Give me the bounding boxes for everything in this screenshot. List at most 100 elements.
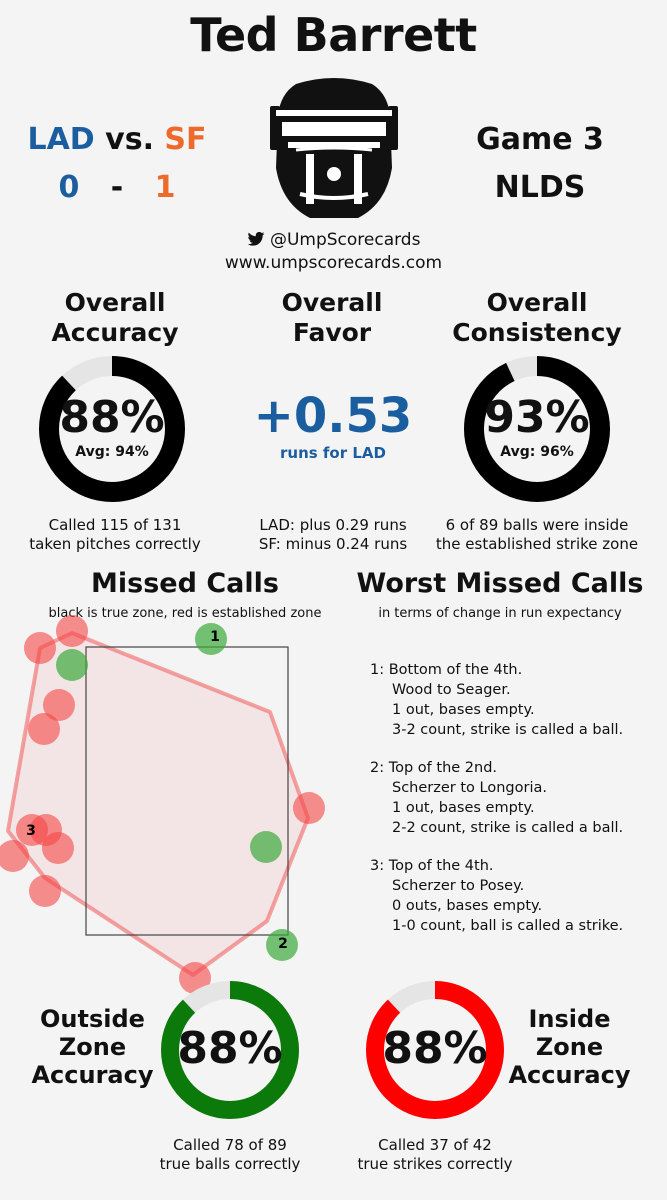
missed-calls-title: Missed Calls	[91, 568, 279, 599]
favor-desc-2: SF: minus 0.24 runs	[258, 535, 408, 553]
missed-pitch	[293, 792, 325, 824]
worst-calls-title: Worst Missed Calls	[356, 568, 644, 599]
accuracy-description: Called 115 of 131 taken pitches correctl…	[5, 516, 225, 554]
strike-zone-plot: 1 2 3	[0, 615, 325, 994]
consistency-heading-2: Consistency	[452, 318, 622, 347]
accuracy-heading: Overall Accuracy	[15, 288, 215, 348]
accuracy-value: 88%	[59, 392, 165, 443]
twitter-bird-icon	[247, 231, 264, 246]
worst-call-line: 1-0 count, ball is called a strike.	[392, 918, 624, 934]
worst-call-line: Wood to Seager.	[392, 682, 511, 698]
worst-call-line: Scherzer to Posey.	[392, 878, 525, 894]
red-points	[0, 615, 325, 994]
consistency-value: 93%	[484, 392, 590, 443]
worst-call-line: 1 out, bases empty.	[392, 702, 535, 718]
home-score: 0	[58, 170, 80, 205]
favor-heading: Overall Favor	[232, 288, 432, 348]
consistency-ring-fill	[464, 356, 610, 502]
missed-pitch	[0, 840, 29, 872]
inside-label-1: Inside	[528, 1005, 611, 1033]
consistency-heading-1: Overall	[486, 288, 588, 317]
accuracy-desc-2: taken pitches correctly	[29, 535, 201, 553]
worst-call-item: 3: Top of the 4th. Scherzer to Posey. 0 …	[370, 856, 665, 936]
series-name: NLDS	[494, 170, 586, 205]
away-score: 1	[154, 170, 176, 205]
worst-call-line: 3: Top of the 4th.	[370, 858, 494, 874]
missed-pitch	[42, 832, 74, 864]
accuracy-ring	[39, 356, 185, 502]
outside-label-3: Accuracy	[31, 1061, 154, 1089]
worst-call-line: 1: Bottom of the 4th.	[370, 662, 523, 678]
consistency-description: 6 of 89 balls were inside the establishe…	[427, 516, 647, 554]
missed-pitch	[28, 713, 60, 745]
worst-calls-list: 1: Bottom of the 4th. Wood to Seager. 1 …	[370, 660, 665, 954]
home-team: LAD	[27, 122, 95, 157]
missed-pitch	[195, 623, 227, 655]
outside-label-2: Zone	[58, 1033, 127, 1061]
favor-desc-1: LAD: plus 0.29 runs	[259, 516, 407, 534]
missed-pitch	[179, 962, 211, 994]
outside-desc-1: Called 78 of 89	[173, 1136, 287, 1154]
accuracy-desc-1: Called 115 of 131	[48, 516, 182, 534]
outside-zone-value: 88%	[177, 1023, 283, 1074]
inside-desc-1: Called 37 of 42	[378, 1136, 492, 1154]
outside-label-1: Outside	[40, 1005, 145, 1033]
call-label-3: 3	[26, 823, 36, 839]
inside-zone-ring	[366, 981, 504, 1119]
outside-zone-description: Called 78 of 89 true balls correctly	[130, 1136, 330, 1174]
twitter-handle-text: @UmpScorecards	[269, 230, 421, 250]
missed-pitch	[43, 689, 75, 721]
outside-zone-ring	[161, 981, 299, 1119]
outside-desc-2: true balls correctly	[159, 1155, 301, 1173]
worst-call-line: 0 outs, bases empty.	[392, 898, 543, 914]
twitter-handle: @UmpScorecards	[200, 230, 467, 250]
outside-ring-fill	[161, 981, 299, 1119]
worst-call-line: 3-2 count, strike is called a ball.	[392, 722, 624, 738]
matchup: LAD vs. SF	[22, 122, 212, 157]
consistency-desc-1: 6 of 89 balls were inside	[445, 516, 629, 534]
consistency-ring	[464, 356, 610, 502]
favor-value: +0.53	[253, 388, 413, 444]
missed-pitch	[250, 831, 282, 863]
favor-description: LAD: plus 0.29 runs SF: minus 0.24 runs	[222, 516, 444, 554]
worst-calls-note: in terms of change in run expectancy	[378, 606, 622, 621]
inside-desc-2: true strikes correctly	[357, 1155, 513, 1173]
call-label-1: 1	[210, 629, 220, 645]
favor-heading-1: Overall	[281, 288, 383, 317]
umpire-name: Ted Barrett	[190, 8, 477, 62]
missed-pitch	[29, 875, 61, 907]
missed-pitch	[56, 649, 88, 681]
worst-call-line: 1 out, bases empty.	[392, 800, 535, 816]
missed-pitch	[24, 632, 56, 664]
worst-call-item: 1: Bottom of the 4th. Wood to Seager. 1 …	[370, 660, 665, 740]
true-zone	[85, 646, 289, 936]
score-dash: -	[110, 170, 124, 205]
website: www.umpscorecards.com	[224, 253, 443, 273]
inside-zone-value: 88%	[382, 1023, 488, 1074]
vs-label: vs.	[105, 122, 154, 157]
accuracy-ring-fill	[39, 356, 185, 502]
worst-call-line: 2-2 count, strike is called a ball.	[392, 820, 624, 836]
worst-call-line: 2: Top of the 2nd.	[370, 760, 498, 776]
accuracy-heading-1: Overall	[64, 288, 166, 317]
worst-call-line: Scherzer to Longoria.	[392, 780, 547, 796]
missed-pitch	[56, 615, 88, 647]
inside-label-3: Accuracy	[508, 1061, 631, 1089]
favor-heading-2: Favor	[292, 318, 372, 347]
away-team: SF	[164, 122, 207, 157]
inside-label-2: Zone	[535, 1033, 604, 1061]
established-zone	[6, 631, 310, 977]
consistency-desc-2: the established strike zone	[435, 535, 639, 553]
green-points	[56, 623, 298, 961]
favor-subtitle: runs for LAD	[280, 444, 386, 462]
outside-zone-label: Outside Zone Accuracy	[25, 1005, 160, 1089]
consistency-heading: Overall Consistency	[437, 288, 637, 348]
accuracy-heading-2: Accuracy	[51, 318, 179, 347]
score: 0 - 1	[22, 170, 212, 205]
umpire-mask-icon	[270, 78, 398, 218]
call-label-2: 2	[278, 936, 288, 952]
worst-call-item: 2: Top of the 2nd. Scherzer to Longoria.…	[370, 758, 665, 838]
inside-ring-fill	[366, 981, 504, 1119]
inside-zone-label: Inside Zone Accuracy	[502, 1005, 637, 1089]
missed-calls-note: black is true zone, red is established z…	[48, 606, 322, 621]
